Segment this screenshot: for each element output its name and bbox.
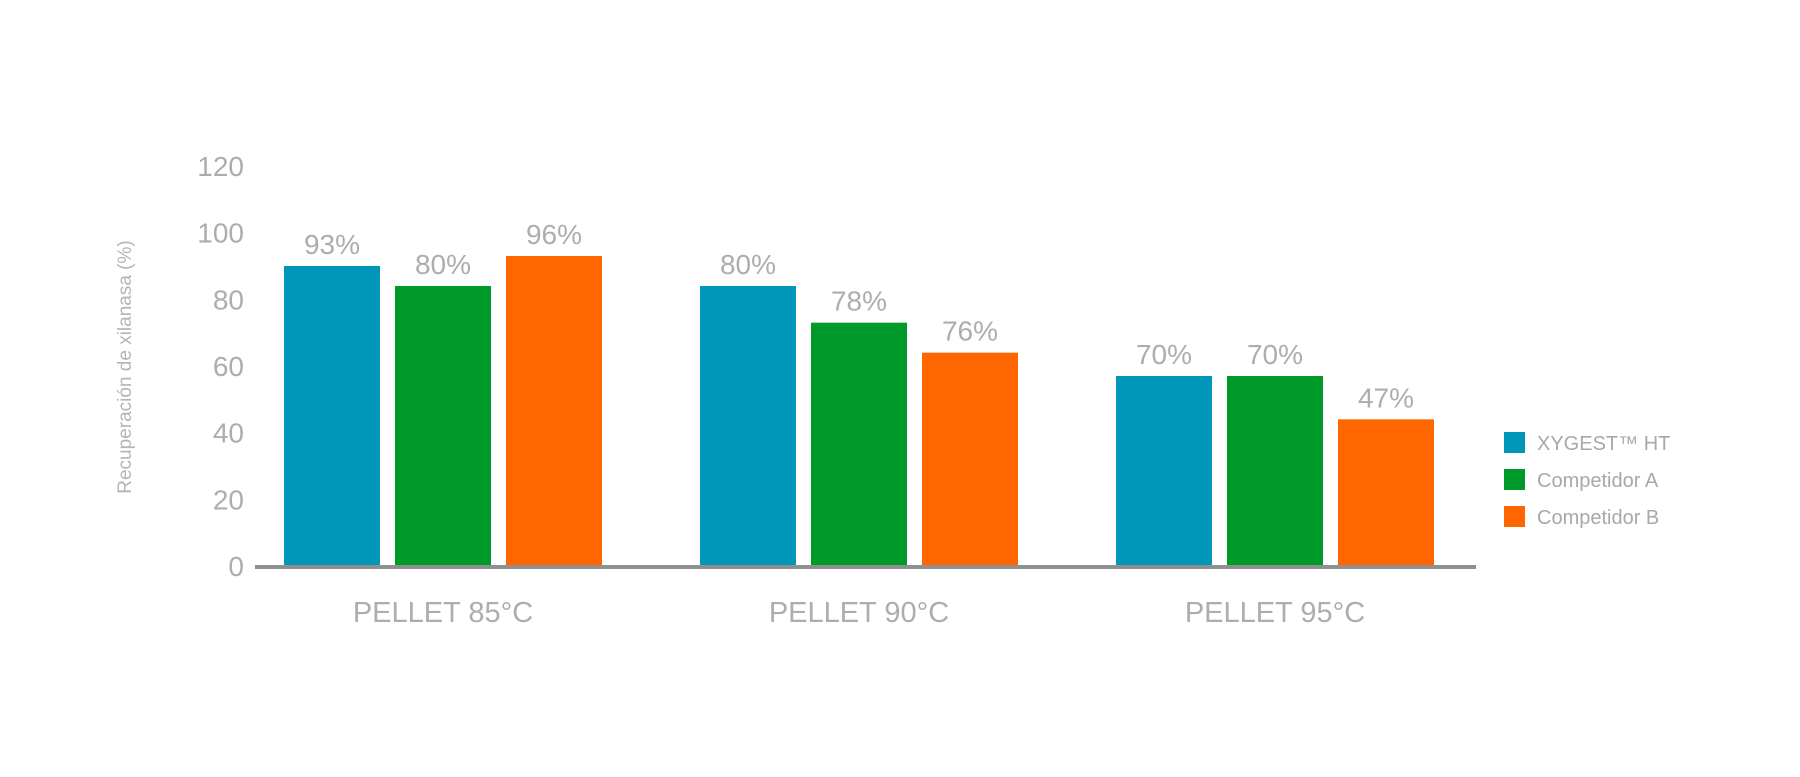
y-axis-ticks: 0 20 40 60 80 100 120 — [197, 151, 244, 582]
bar — [395, 286, 491, 566]
y-tick-label: 40 — [213, 418, 244, 449]
data-label: 70% — [1136, 339, 1192, 370]
y-tick-label: 60 — [213, 351, 244, 382]
data-label: 80% — [720, 249, 776, 280]
bar — [811, 322, 907, 566]
category-labels: PELLET 85°C PELLET 90°C PELLET 95°C — [353, 597, 1365, 629]
bar — [922, 352, 1018, 566]
y-tick-label: 120 — [197, 151, 244, 182]
data-label: 80% — [415, 249, 471, 280]
data-label: 93% — [304, 229, 360, 260]
bar — [700, 286, 796, 566]
bar — [1116, 376, 1212, 566]
category-label: PELLET 85°C — [353, 597, 533, 629]
legend-label: Competidor A — [1537, 470, 1659, 492]
data-labels: 93% 80% 96% 80% 78% 76% 70% 70% 47% — [304, 219, 1414, 413]
category-label: PELLET 95°C — [1185, 597, 1365, 629]
bar — [284, 266, 380, 566]
legend-label: Competidor B — [1537, 507, 1659, 529]
bar — [1227, 376, 1323, 566]
legend-label: XYGEST™ HT — [1537, 433, 1670, 455]
y-tick-label: 80 — [213, 284, 244, 315]
y-tick-label: 20 — [213, 484, 244, 515]
y-axis-title: Recuperación de xilanasa (%) — [115, 240, 136, 493]
data-label: 47% — [1358, 382, 1414, 413]
legend: XYGEST™ HT Competidor A Competidor B — [1504, 432, 1670, 529]
bars — [284, 256, 1434, 566]
bar — [506, 256, 602, 566]
y-tick-label: 100 — [197, 218, 244, 249]
data-label: 96% — [526, 219, 582, 250]
bar — [1338, 419, 1434, 566]
y-tick-label: 0 — [228, 551, 244, 582]
legend-swatch — [1504, 469, 1525, 490]
legend-swatch — [1504, 432, 1525, 453]
category-label: PELLET 90°C — [769, 597, 949, 629]
data-label: 76% — [942, 316, 998, 347]
legend-swatch — [1504, 506, 1525, 527]
data-label: 70% — [1247, 339, 1303, 370]
data-label: 78% — [831, 286, 887, 317]
y-axis-title-group: Recuperación de xilanasa (%) — [115, 240, 136, 493]
